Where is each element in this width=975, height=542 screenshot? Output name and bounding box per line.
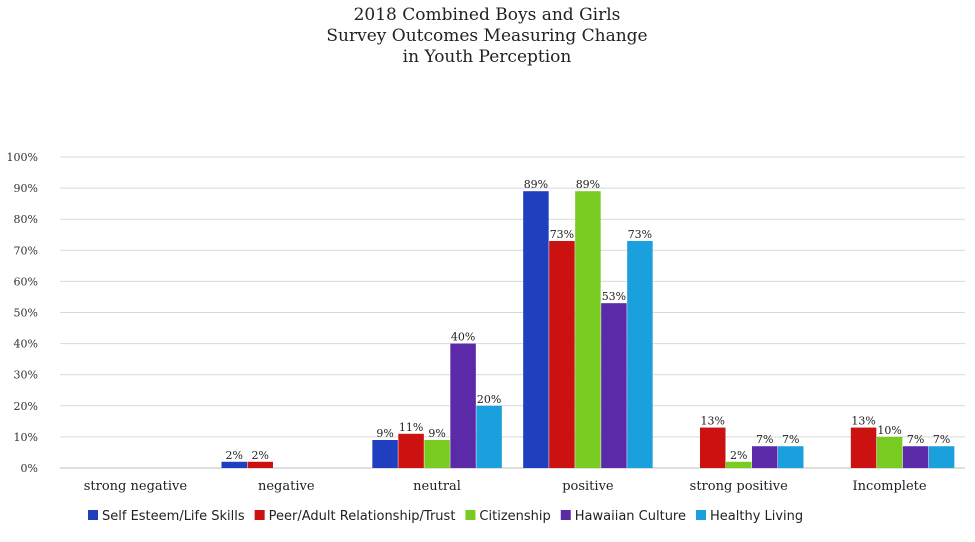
data-label: 20% bbox=[477, 393, 501, 406]
x-category-label: neutral bbox=[413, 479, 461, 494]
legend-swatch bbox=[696, 510, 706, 520]
legend-label: Self Esteem/Life Skills bbox=[102, 509, 245, 524]
legend-item: Citizenship bbox=[465, 509, 551, 524]
chart-title-line-3: in Youth Perception bbox=[403, 47, 572, 67]
bar bbox=[700, 427, 726, 468]
legend-item: Peer/Adult Relationship/Trust bbox=[254, 509, 456, 524]
data-label: 13% bbox=[851, 415, 875, 428]
bars bbox=[221, 191, 955, 468]
data-label: 11% bbox=[399, 421, 423, 434]
data-label: 89% bbox=[524, 178, 548, 191]
data-label: 2% bbox=[730, 449, 747, 462]
legend-swatch bbox=[254, 510, 265, 520]
data-label: 2% bbox=[252, 449, 269, 462]
bar bbox=[450, 343, 476, 468]
bar bbox=[876, 436, 903, 468]
legend-label: Healthy Living bbox=[710, 509, 803, 524]
y-tick-label: 20% bbox=[14, 400, 38, 413]
y-tick-label: 0% bbox=[21, 462, 38, 475]
legend-item: Healthy Living bbox=[696, 509, 803, 524]
data-label: 7% bbox=[933, 433, 950, 446]
bar bbox=[902, 446, 929, 468]
legend-item: Hawaiian Culture bbox=[560, 509, 686, 524]
chart-title-line-1: 2018 Combined Boys and Girls bbox=[354, 5, 621, 25]
y-tick-label: 30% bbox=[14, 369, 38, 382]
data-label: 9% bbox=[376, 427, 393, 440]
bar bbox=[221, 461, 247, 468]
y-axis-ticks: 0% 10% 20% 30% 40% 50% 60% 70% 80% 90% 100% bbox=[7, 151, 38, 475]
data-label: 10% bbox=[877, 424, 901, 437]
data-label: 7% bbox=[782, 433, 799, 446]
bar bbox=[372, 440, 398, 468]
bar bbox=[476, 405, 502, 468]
x-axis-categories: strong negative negative neutral positive st… bbox=[84, 479, 927, 494]
y-tick-label: 60% bbox=[14, 275, 38, 288]
data-labels: 2% 2% 9% 11% 9% 40% 20% 89% 73% 89% 53% 73% 13% 2% 7% 7… bbox=[226, 178, 951, 462]
bar bbox=[752, 446, 778, 468]
bar bbox=[850, 427, 877, 468]
legend-swatch bbox=[560, 510, 571, 520]
legend-label: Hawaiian Culture bbox=[575, 509, 686, 524]
bar bbox=[627, 240, 653, 468]
x-category-label: positive bbox=[562, 479, 614, 494]
legend-swatch bbox=[465, 510, 476, 520]
bar bbox=[726, 461, 752, 468]
legend: Self Esteem/Life Skills Peer/Adult Relati… bbox=[88, 509, 803, 524]
y-tick-label: 80% bbox=[14, 213, 38, 226]
data-label: 40% bbox=[451, 331, 475, 344]
x-category-label: Incomplete bbox=[853, 479, 927, 494]
legend-swatch bbox=[88, 510, 98, 520]
bar bbox=[523, 191, 549, 468]
y-tick-label: 50% bbox=[14, 307, 38, 320]
x-category-label: strong negative bbox=[84, 479, 188, 494]
bar bbox=[928, 446, 955, 468]
legend-item: Self Esteem/Life Skills bbox=[88, 509, 245, 524]
data-label: 89% bbox=[576, 178, 600, 191]
bar bbox=[601, 303, 627, 468]
bar bbox=[398, 433, 424, 468]
x-category-label: strong positive bbox=[690, 479, 788, 494]
y-tick-label: 90% bbox=[14, 182, 38, 195]
data-label: 7% bbox=[907, 433, 924, 446]
data-label: 2% bbox=[226, 449, 243, 462]
gridlines bbox=[60, 156, 965, 469]
y-tick-label: 100% bbox=[7, 151, 38, 164]
bar bbox=[575, 191, 601, 468]
data-label: 73% bbox=[550, 228, 574, 241]
data-label: 13% bbox=[701, 415, 725, 428]
data-label: 7% bbox=[756, 433, 773, 446]
chart-title: 2018 Combined Boys and Girls Survey Outc… bbox=[326, 5, 647, 67]
legend-label: Peer/Adult Relationship/Trust bbox=[269, 509, 456, 524]
legend-label: Citizenship bbox=[479, 509, 550, 524]
bar bbox=[549, 240, 575, 468]
y-tick-label: 70% bbox=[14, 244, 38, 257]
bar bbox=[424, 440, 450, 468]
x-category-label: negative bbox=[258, 479, 315, 494]
bar bbox=[778, 446, 804, 468]
bar bbox=[247, 461, 273, 468]
y-tick-label: 10% bbox=[14, 431, 38, 444]
data-label: 73% bbox=[628, 228, 652, 241]
data-label: 9% bbox=[428, 427, 445, 440]
y-tick-label: 40% bbox=[14, 338, 38, 351]
chart-title-line-2: Survey Outcomes Measuring Change bbox=[326, 26, 647, 46]
data-label: 53% bbox=[602, 290, 626, 303]
